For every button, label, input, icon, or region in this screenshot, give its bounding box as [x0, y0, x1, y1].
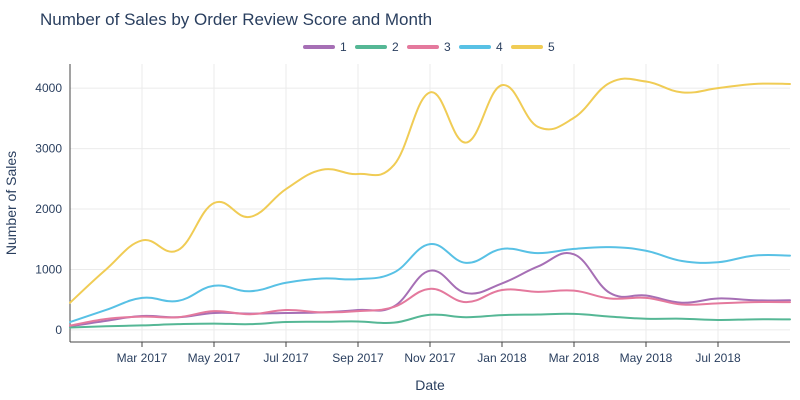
legend-label: 2	[392, 40, 399, 54]
grid-layer	[70, 64, 790, 342]
y-axis-label: Number of Sales	[3, 151, 19, 255]
x-tick-label: Mar 2017	[117, 351, 168, 365]
x-axis-label: Date	[415, 377, 445, 393]
legend-label: 5	[548, 40, 555, 54]
series-layer	[69, 77, 791, 329]
y-tick-label: 2000	[35, 202, 62, 216]
legend-item-3[interactable]: 3	[407, 40, 451, 54]
legend-label: 4	[496, 40, 503, 54]
x-tick-label: Jul 2017	[263, 351, 309, 365]
y-tick-label: 4000	[35, 81, 62, 95]
x-tick-label: Nov 2017	[404, 351, 456, 365]
x-tick-label: May 2018	[620, 351, 673, 365]
legend-item-2[interactable]: 2	[355, 40, 399, 54]
legend-item-4[interactable]: 4	[459, 40, 503, 54]
y-tick-label: 1000	[35, 262, 62, 276]
x-tick-label: May 2017	[188, 351, 241, 365]
y-tick-label: 3000	[35, 142, 62, 156]
chart-title: Number of Sales by Order Review Score an…	[40, 10, 432, 29]
axis-layer: Mar 2017 May 2017 Jul 2017 Sep 2017 Nov 2017…	[35, 64, 790, 365]
legend-item-1[interactable]: 1	[303, 40, 347, 54]
series-line-5	[69, 77, 791, 304]
x-tick-label: Sep 2017	[332, 351, 384, 365]
x-tick-label: Mar 2018	[549, 351, 600, 365]
legend-item-5[interactable]: 5	[511, 40, 555, 54]
series-line-3	[69, 287, 791, 327]
legend-label: 3	[444, 40, 451, 54]
legend-label: 1	[340, 40, 347, 54]
y-tick-label: 0	[55, 323, 62, 337]
series-line-2	[69, 312, 791, 329]
legend[interactable]: 1 2 3 4 5	[303, 40, 555, 54]
series-line-4	[69, 243, 791, 324]
x-tick-label: Jul 2018	[695, 351, 741, 365]
x-tick-label: Jan 2018	[477, 351, 527, 365]
